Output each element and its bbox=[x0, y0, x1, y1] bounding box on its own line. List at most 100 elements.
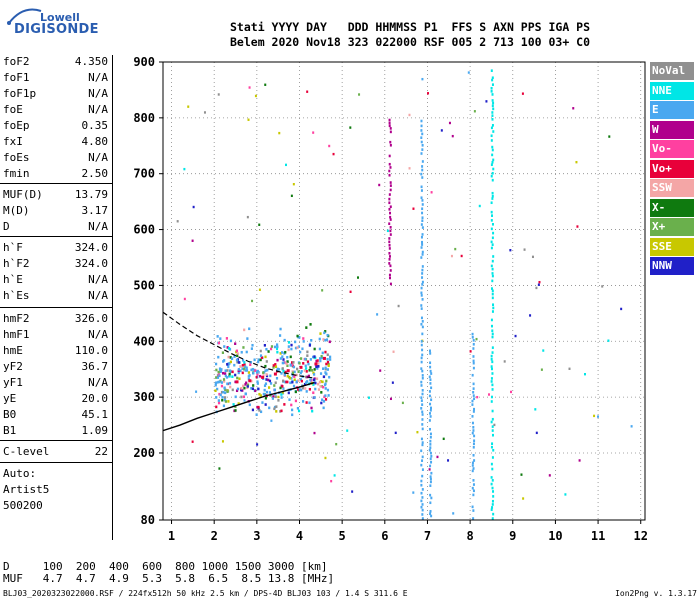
echo-mark bbox=[220, 368, 223, 371]
y-tick-label: 200 bbox=[133, 446, 155, 460]
echo-mark bbox=[291, 371, 295, 375]
echo-mark bbox=[228, 374, 231, 378]
param-name: foF2 bbox=[3, 55, 30, 68]
echo-mark bbox=[487, 393, 490, 396]
echo-column-mark bbox=[389, 218, 392, 221]
echo-mark bbox=[408, 167, 411, 170]
echo-mark bbox=[320, 355, 323, 358]
echo-mark bbox=[307, 374, 310, 378]
echo-mark bbox=[601, 285, 604, 288]
echo-mark bbox=[266, 368, 269, 372]
echo-mark bbox=[293, 370, 296, 374]
echo-mark bbox=[259, 349, 262, 353]
echo-mark bbox=[287, 391, 290, 395]
echo-column-mark bbox=[428, 448, 431, 452]
echo-column-mark bbox=[491, 197, 494, 200]
echo-column-mark bbox=[421, 176, 424, 179]
echo-mark bbox=[290, 194, 293, 198]
x-tick-label: 3 bbox=[253, 529, 260, 543]
legend-item: E bbox=[650, 101, 694, 119]
echo-mark bbox=[250, 387, 253, 390]
echo-mark bbox=[279, 386, 282, 390]
echo-column-mark bbox=[490, 324, 493, 328]
echo-mark bbox=[576, 225, 579, 228]
echo-mark bbox=[226, 390, 229, 393]
trace-mark bbox=[235, 380, 239, 384]
echo-column-mark bbox=[420, 235, 423, 239]
echo-mark bbox=[412, 207, 415, 210]
echo-mark bbox=[240, 350, 243, 354]
echo-mark bbox=[220, 381, 224, 384]
echo-mark bbox=[223, 380, 226, 383]
echo-column-mark bbox=[420, 407, 423, 410]
echo-mark bbox=[326, 360, 330, 364]
param-row: yF2 36.7 bbox=[3, 360, 108, 376]
echo-column-mark bbox=[388, 273, 391, 277]
echo-mark bbox=[304, 367, 308, 370]
echo-mark bbox=[254, 369, 257, 372]
echo-column-mark bbox=[429, 435, 432, 439]
echo-mark bbox=[322, 385, 325, 389]
auto-text: Auto: bbox=[3, 467, 37, 480]
echo-column-mark bbox=[429, 451, 432, 455]
echo-mark bbox=[467, 71, 470, 74]
echo-column-mark bbox=[491, 191, 494, 195]
echo-column-mark bbox=[421, 413, 424, 416]
param-name: hmF1 bbox=[3, 328, 30, 341]
echo-column-mark bbox=[473, 434, 476, 438]
echo-column-mark bbox=[421, 513, 424, 516]
echo-mark bbox=[273, 405, 277, 409]
echo-mark bbox=[237, 402, 240, 405]
echo-column-mark bbox=[490, 400, 493, 403]
echo-mark bbox=[302, 337, 305, 340]
echo-mark bbox=[263, 384, 267, 387]
echo-column-mark bbox=[471, 415, 474, 418]
axes: 1 2 3 4 5 6 7 8 9 10 11 128020030040050060070080090… bbox=[133, 55, 648, 543]
echo-mark bbox=[250, 379, 253, 383]
echo-mark bbox=[276, 350, 279, 354]
echo-column-mark bbox=[421, 376, 424, 380]
echo-mark bbox=[451, 134, 454, 138]
echo-mark bbox=[273, 384, 276, 387]
echo-mark bbox=[305, 326, 308, 329]
echo-mark bbox=[234, 342, 237, 345]
echo-mark bbox=[306, 90, 309, 93]
echo-mark bbox=[531, 255, 534, 259]
param-name: h`F bbox=[3, 241, 23, 254]
param-name: foF1p bbox=[3, 87, 37, 100]
echo-column-mark bbox=[388, 262, 391, 265]
param-name: foE bbox=[3, 103, 23, 116]
echo-column-mark bbox=[421, 508, 424, 512]
echo-mark bbox=[229, 360, 233, 364]
param-value: N/A bbox=[88, 87, 108, 100]
echo-mark bbox=[320, 401, 323, 405]
echo-mark bbox=[324, 382, 327, 386]
param-row: yE 20.0 bbox=[3, 392, 108, 408]
echo-column-mark bbox=[491, 243, 494, 246]
echo-column-mark bbox=[472, 361, 475, 365]
echo-mark bbox=[183, 297, 186, 301]
echo-mark bbox=[309, 381, 312, 385]
echo-mark bbox=[243, 361, 246, 364]
echo-mark bbox=[493, 423, 496, 427]
echo-mark bbox=[251, 408, 255, 412]
echo-mark bbox=[304, 381, 308, 384]
echo-mark bbox=[245, 381, 248, 385]
echo-column-mark bbox=[491, 346, 494, 349]
echo-column-mark bbox=[420, 343, 423, 347]
echo-mark bbox=[447, 459, 450, 462]
echo-column-mark bbox=[471, 505, 474, 509]
echo-column-mark bbox=[491, 153, 494, 157]
echo-mark bbox=[358, 93, 361, 96]
param-name: h`E bbox=[3, 273, 23, 286]
echo-mark bbox=[293, 375, 296, 378]
echo-column-mark bbox=[490, 318, 493, 322]
echo-mark bbox=[270, 345, 274, 348]
trace-mark bbox=[248, 379, 252, 383]
echo-mark bbox=[270, 419, 273, 422]
param-value: N/A bbox=[88, 289, 108, 302]
echo-mark bbox=[263, 344, 266, 347]
echo-mark bbox=[367, 396, 370, 399]
echo-mark bbox=[235, 358, 239, 362]
echo-mark bbox=[274, 395, 277, 399]
